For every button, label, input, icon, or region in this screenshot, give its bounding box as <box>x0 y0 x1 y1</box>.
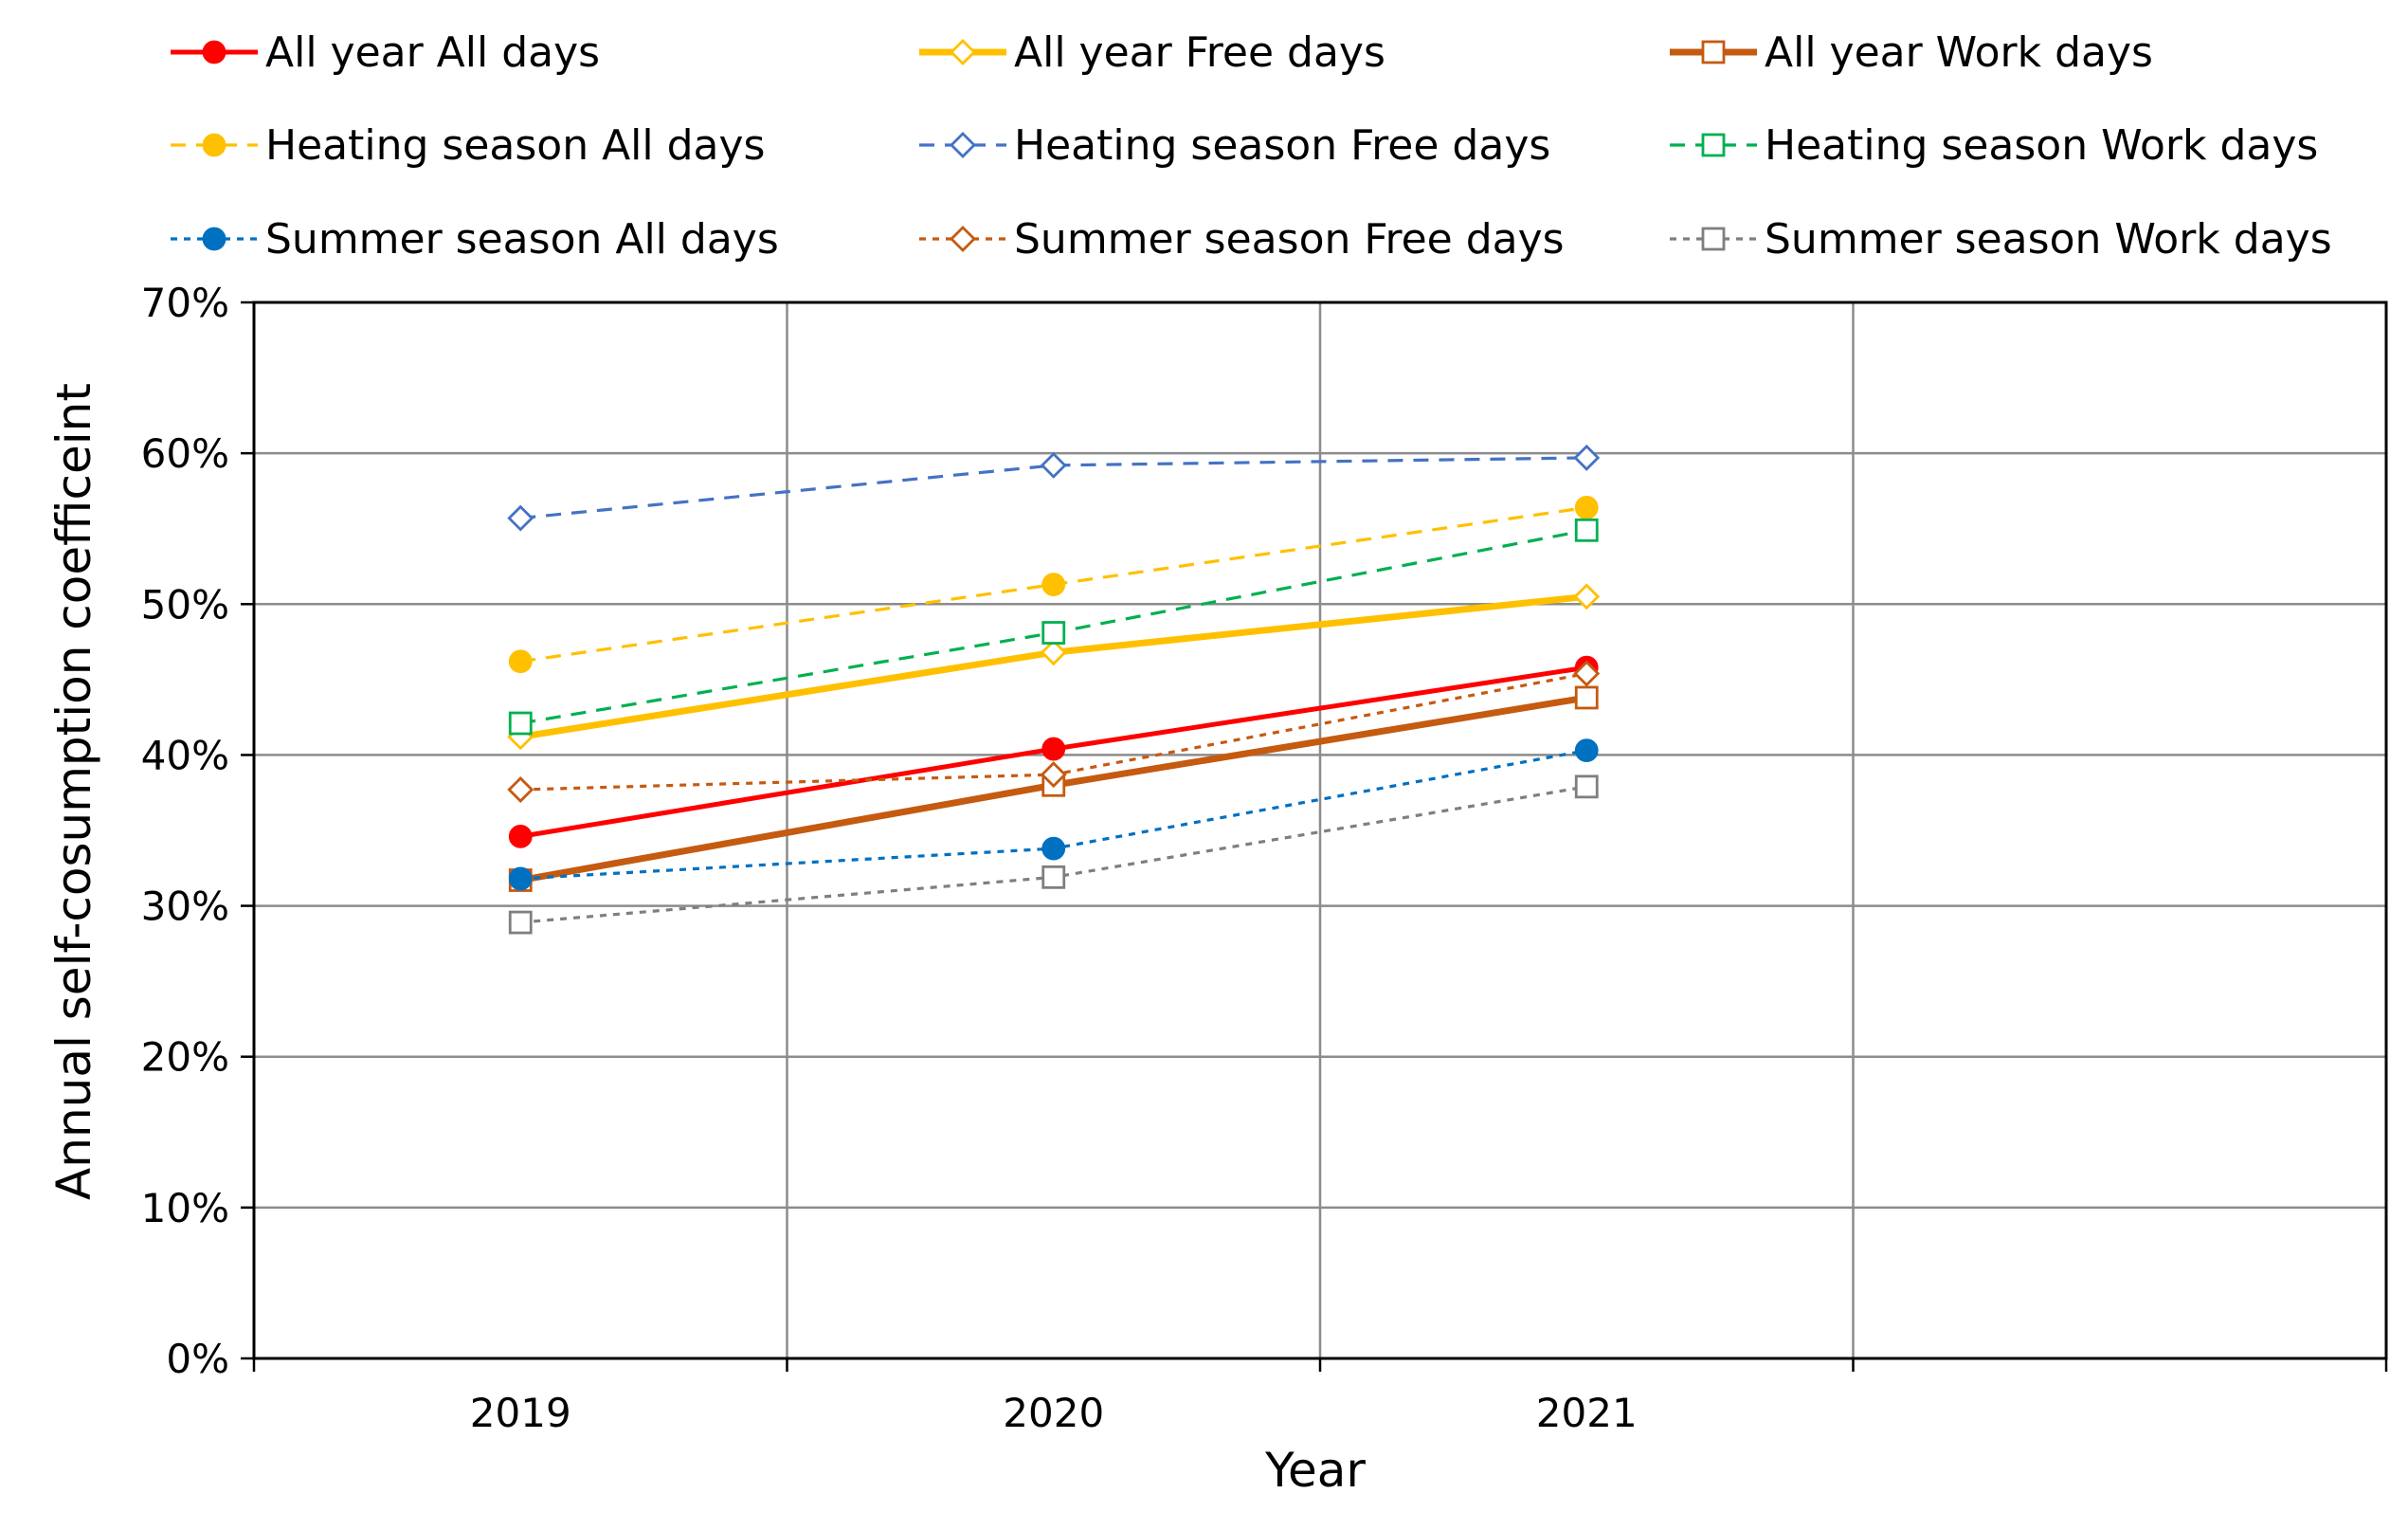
legend-marker <box>202 133 226 157</box>
legend-label: Summer season All days <box>265 215 779 264</box>
series-group <box>508 738 1599 891</box>
legend-item: Summer season Free days <box>919 215 1565 264</box>
legend-label: All year Free days <box>1014 28 1385 77</box>
axes: 0% 10% 20% 30% 40% 50% 60% 70% 2019 2020 2021 <box>141 280 2388 1436</box>
legend-label: Heating season Work days <box>1765 121 2318 170</box>
data-point <box>1574 496 1599 519</box>
data-series <box>507 444 1601 935</box>
series-group <box>507 660 1601 804</box>
data-point <box>1041 573 1066 596</box>
data-point <box>508 866 533 891</box>
legend-label: All year All days <box>265 28 600 77</box>
series-group <box>508 518 1599 736</box>
legend-marker <box>1701 133 1726 157</box>
data-point <box>1041 865 1066 889</box>
legend-marker <box>202 40 226 64</box>
data-point <box>508 910 533 935</box>
legend-marker <box>950 226 976 252</box>
legend-label: Heating season All days <box>265 121 765 170</box>
legend-label: Summer season Free days <box>1014 215 1565 264</box>
data-point <box>1041 737 1066 761</box>
data-point <box>1573 444 1601 471</box>
legend-marker <box>950 132 976 158</box>
legend-label: Summer season Work days <box>1765 215 2332 264</box>
legend-label: Heating season Free days <box>1014 121 1550 170</box>
y-tick-label: 30% <box>141 883 229 930</box>
data-point <box>1574 685 1599 710</box>
data-point <box>1040 761 1067 789</box>
data-point <box>508 711 533 736</box>
data-point <box>508 824 533 848</box>
legend-item: Heating season Work days <box>1670 121 2318 170</box>
series-group <box>508 774 1599 935</box>
legend-marker <box>1701 40 1726 64</box>
legend-marker <box>950 39 976 65</box>
y-axis-title: Annual self-cosumption coefficeint <box>46 383 101 1200</box>
data-point <box>1040 639 1067 666</box>
legend-marker <box>202 227 226 251</box>
legend-item: All year All days <box>171 28 600 77</box>
data-point <box>507 776 534 804</box>
data-point <box>1574 518 1599 542</box>
series-group <box>508 655 1599 848</box>
legend-label: All year Work days <box>1765 28 2153 77</box>
y-tick-label: 70% <box>141 280 229 326</box>
data-point <box>1574 738 1599 763</box>
data-point <box>1573 583 1601 610</box>
legend-item: Summer season All days <box>171 215 779 264</box>
legend-item: Summer season Work days <box>1670 215 2332 264</box>
data-point <box>1041 836 1066 861</box>
x-tick-label: 2020 <box>1003 1390 1104 1436</box>
y-tick-label: 40% <box>141 732 229 778</box>
data-point <box>1041 621 1066 645</box>
y-tick-label: 0% <box>166 1336 229 1382</box>
legend-marker <box>1701 227 1726 251</box>
plot-frame <box>252 301 2388 1360</box>
x-tick-label: 2019 <box>470 1390 571 1436</box>
data-point <box>508 649 533 674</box>
y-tick-label: 20% <box>141 1034 229 1081</box>
legend-item: Heating season Free days <box>919 121 1550 170</box>
data-point <box>1040 451 1067 479</box>
x-axis-title: Year <box>1264 1443 1366 1498</box>
legend: All year All days All year Free days All y… <box>171 28 2332 264</box>
series-group <box>508 496 1599 674</box>
y-tick-label: 50% <box>141 581 229 628</box>
legend-item: All year Work days <box>1670 28 2153 77</box>
series-line <box>519 592 1587 740</box>
data-point <box>1574 774 1599 799</box>
legend-item: All year Free days <box>919 28 1385 77</box>
data-point <box>507 504 534 532</box>
y-tick-label: 60% <box>141 430 229 477</box>
x-tick-label: 2021 <box>1536 1390 1638 1436</box>
series-group <box>507 444 1601 532</box>
data-point <box>1573 660 1601 687</box>
y-tick-label: 10% <box>141 1185 229 1231</box>
legend-item: Heating season All days <box>171 121 765 170</box>
